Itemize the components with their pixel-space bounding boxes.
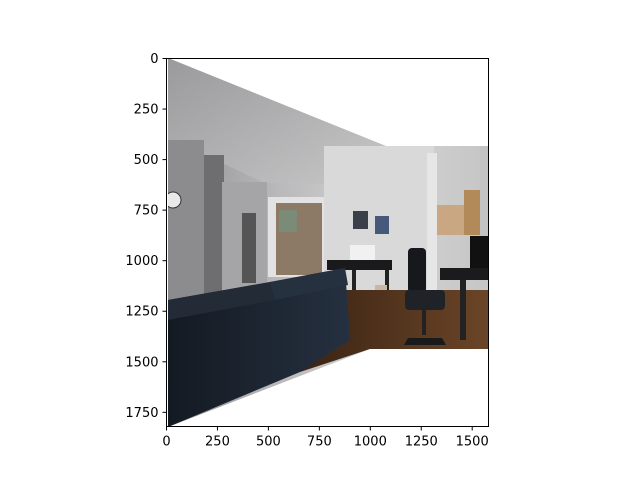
x-tick-label: 1500	[456, 435, 489, 450]
x-tick-label: 750	[307, 435, 332, 450]
y-tick-label: 1000	[125, 254, 158, 269]
x-tick-label: 500	[256, 435, 281, 450]
y-axis: 0 250 500 750 1000 1250 1500 1750	[125, 52, 167, 421]
y-tick-label: 500	[134, 153, 159, 168]
y-tick-label: 1750	[125, 406, 158, 421]
y-tick-label: 0	[150, 52, 158, 67]
y-tick-label: 1250	[125, 305, 158, 320]
axes-frame	[166, 58, 489, 427]
y-tick-label: 250	[134, 103, 159, 118]
x-tick-label: 1000	[354, 435, 387, 450]
x-tick-label: 1250	[405, 435, 438, 450]
x-axis: 0 250 500 750 1000 1250 1500	[162, 426, 489, 450]
y-tick-label: 750	[134, 204, 159, 219]
x-tick-label: 250	[205, 435, 230, 450]
x-tick-label: 0	[162, 435, 170, 450]
y-tick-label: 1500	[125, 355, 158, 370]
warped-photo	[168, 58, 489, 427]
